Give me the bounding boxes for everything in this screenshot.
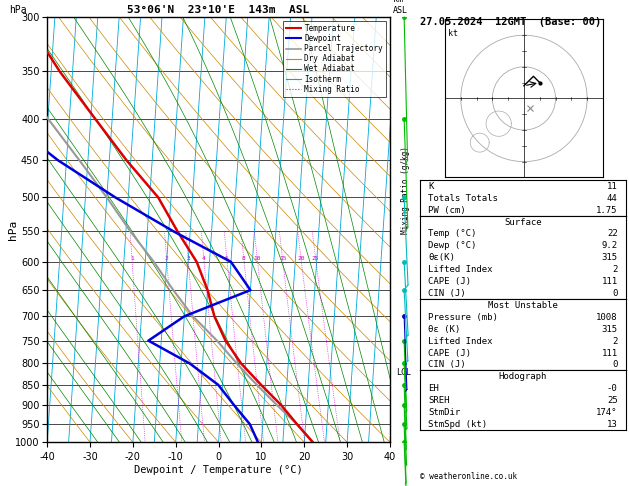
Text: 8: 8 <box>242 257 246 261</box>
Text: CAPE (J): CAPE (J) <box>428 277 471 286</box>
Text: 315: 315 <box>601 253 618 262</box>
Text: EH: EH <box>428 384 439 393</box>
Text: km
ASL: km ASL <box>393 0 408 15</box>
Text: Surface: Surface <box>504 218 542 226</box>
Text: 13: 13 <box>607 420 618 429</box>
Text: θε (K): θε (K) <box>428 325 460 334</box>
Text: 1: 1 <box>130 257 134 261</box>
Text: 2: 2 <box>612 265 618 274</box>
Text: 2: 2 <box>165 257 169 261</box>
Text: PW (cm): PW (cm) <box>428 206 466 215</box>
Text: CAPE (J): CAPE (J) <box>428 348 471 358</box>
Text: 44: 44 <box>607 194 618 203</box>
Text: Temp (°C): Temp (°C) <box>428 229 477 239</box>
Text: θε(K): θε(K) <box>428 253 455 262</box>
Text: 9.2: 9.2 <box>601 242 618 250</box>
Text: 2: 2 <box>612 337 618 346</box>
Text: Lifted Index: Lifted Index <box>428 265 493 274</box>
Text: 1008: 1008 <box>596 313 618 322</box>
Text: hPa: hPa <box>9 4 27 15</box>
Text: 53°06'N  23°10'E  143m  ASL: 53°06'N 23°10'E 143m ASL <box>128 4 309 15</box>
Text: 315: 315 <box>601 325 618 334</box>
Text: 0: 0 <box>612 361 618 369</box>
Text: 111: 111 <box>601 348 618 358</box>
Text: StmSpd (kt): StmSpd (kt) <box>428 420 487 429</box>
Text: 0: 0 <box>612 289 618 298</box>
Text: Pressure (mb): Pressure (mb) <box>428 313 498 322</box>
Text: hPa: hPa <box>8 220 18 240</box>
Text: CIN (J): CIN (J) <box>428 289 466 298</box>
Text: SREH: SREH <box>428 396 450 405</box>
Text: -0: -0 <box>607 384 618 393</box>
Text: 1.75: 1.75 <box>596 206 618 215</box>
Text: kt: kt <box>448 29 458 38</box>
Legend: Temperature, Dewpoint, Parcel Trajectory, Dry Adiabat, Wet Adiabat, Isotherm, Mi: Temperature, Dewpoint, Parcel Trajectory… <box>283 21 386 97</box>
Text: 27.05.2024  12GMT  (Base: 00): 27.05.2024 12GMT (Base: 00) <box>420 17 601 27</box>
Text: 111: 111 <box>601 277 618 286</box>
Text: 20: 20 <box>298 257 305 261</box>
Text: Hodograph: Hodograph <box>499 372 547 382</box>
Text: 3: 3 <box>186 257 190 261</box>
Text: 4: 4 <box>202 257 206 261</box>
Text: Most Unstable: Most Unstable <box>488 301 558 310</box>
Text: Totals Totals: Totals Totals <box>428 194 498 203</box>
Text: Dewp (°C): Dewp (°C) <box>428 242 477 250</box>
Text: © weatheronline.co.uk: © weatheronline.co.uk <box>420 472 517 481</box>
Text: 174°: 174° <box>596 408 618 417</box>
X-axis label: Dewpoint / Temperature (°C): Dewpoint / Temperature (°C) <box>134 465 303 475</box>
Text: K: K <box>428 182 434 191</box>
Text: LCL: LCL <box>396 368 411 377</box>
Text: 6: 6 <box>225 257 229 261</box>
Text: 15: 15 <box>279 257 286 261</box>
Text: Lifted Index: Lifted Index <box>428 337 493 346</box>
Text: StmDir: StmDir <box>428 408 460 417</box>
Text: 25: 25 <box>312 257 320 261</box>
Text: CIN (J): CIN (J) <box>428 361 466 369</box>
Text: 11: 11 <box>607 182 618 191</box>
Text: 10: 10 <box>253 257 261 261</box>
Text: Mixing Ratio (g/kg): Mixing Ratio (g/kg) <box>401 146 409 234</box>
Text: 22: 22 <box>607 229 618 239</box>
Text: 25: 25 <box>607 396 618 405</box>
